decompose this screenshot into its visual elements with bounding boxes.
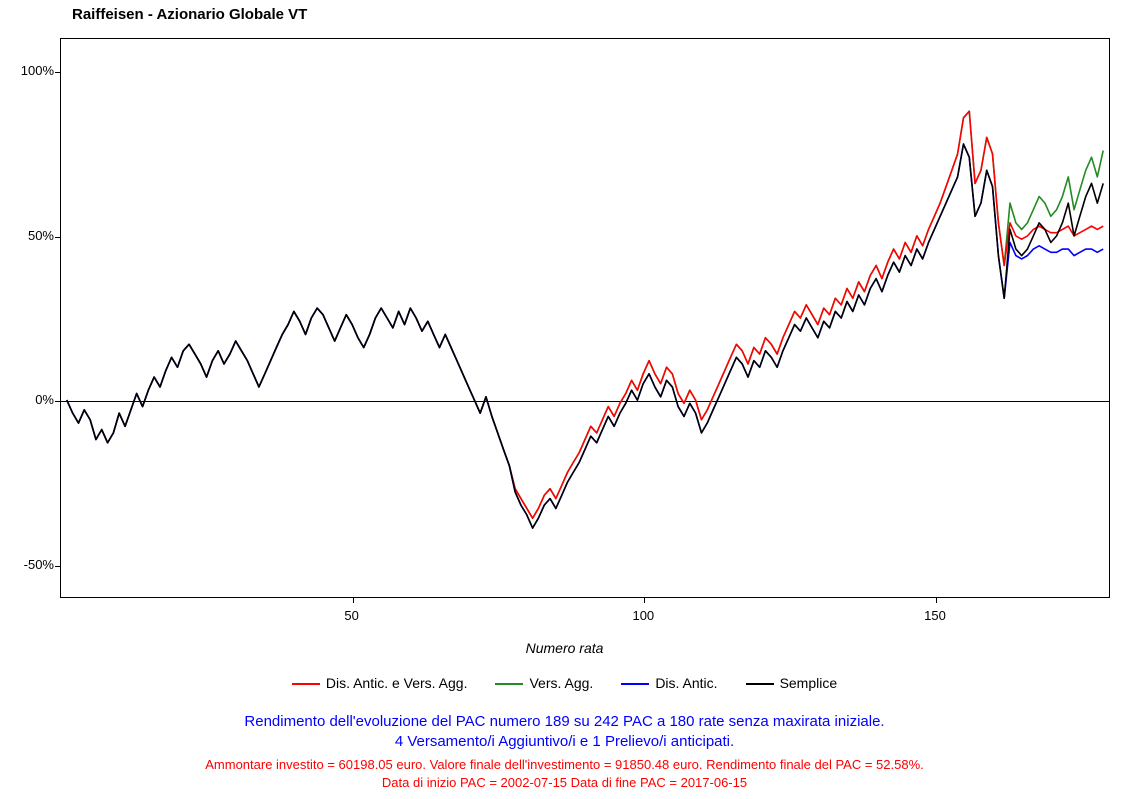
caption-red-line1: Ammontare investito = 60198.05 euro. Val… <box>205 757 924 772</box>
plot-area <box>60 38 1110 598</box>
series-dis_antic_vers_agg <box>67 111 1103 518</box>
series-vers_agg <box>67 111 1103 518</box>
y-tick <box>55 566 61 567</box>
chart-lines <box>61 39 1109 597</box>
legend-swatch <box>746 683 774 685</box>
x-axis-label: 50 <box>344 608 358 623</box>
y-axis-label: -50% <box>6 557 54 572</box>
legend-item: Dis. Antic. e Vers. Agg. <box>292 675 468 691</box>
legend: Dis. Antic. e Vers. Agg. Vers. Agg. Dis. A… <box>0 675 1129 691</box>
legend-item: Dis. Antic. <box>621 675 717 691</box>
legend-label: Semplice <box>780 675 838 691</box>
x-tick <box>353 597 354 603</box>
y-axis-label: 0% <box>6 392 54 407</box>
chart-container: Raiffeisen - Azionario Globale VT Numero… <box>0 0 1129 799</box>
legend-label: Dis. Antic. <box>655 675 717 691</box>
x-tick <box>644 597 645 603</box>
caption-red: Ammontare investito = 60198.05 euro. Val… <box>0 756 1129 791</box>
legend-swatch <box>621 683 649 685</box>
legend-label: Vers. Agg. <box>529 675 593 691</box>
x-axis-title: Numero rata <box>0 640 1129 656</box>
caption-red-line2: Data di inizio PAC = 2002-07-15 Data di … <box>382 775 747 790</box>
legend-item: Semplice <box>746 675 838 691</box>
series-dis_antic <box>67 144 1103 528</box>
x-axis-label: 150 <box>924 608 946 623</box>
y-axis-label: 50% <box>6 228 54 243</box>
chart-title: Raiffeisen - Azionario Globale VT <box>72 6 307 23</box>
legend-item: Vers. Agg. <box>495 675 593 691</box>
series-semplice <box>67 144 1103 528</box>
y-tick <box>55 237 61 238</box>
caption-blue: Rendimento dell'evoluzione del PAC numer… <box>0 712 1129 753</box>
y-tick <box>55 72 61 73</box>
y-tick <box>55 401 61 402</box>
x-axis-label: 100 <box>632 608 654 623</box>
caption-blue-line1: Rendimento dell'evoluzione del PAC numer… <box>244 713 884 730</box>
caption-blue-line2: 4 Versamento/i Aggiuntivo/i e 1 Prelievo… <box>395 733 734 750</box>
legend-swatch <box>495 683 523 685</box>
y-axis-label: 100% <box>6 63 54 78</box>
legend-label: Dis. Antic. e Vers. Agg. <box>326 675 468 691</box>
x-tick <box>936 597 937 603</box>
legend-swatch <box>292 683 320 685</box>
